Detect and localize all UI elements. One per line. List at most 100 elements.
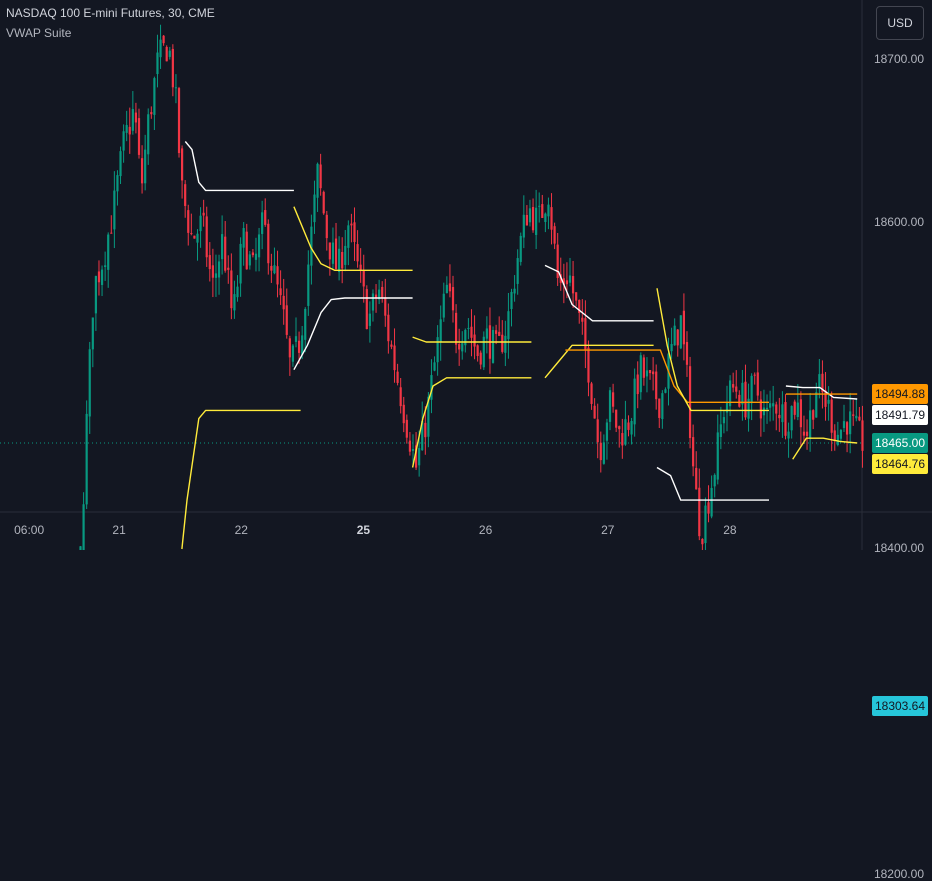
candle-body [304,308,307,340]
candle-body [110,232,113,234]
vwap-line-13 [565,349,769,403]
candle-body [818,374,821,389]
candle-body [664,389,667,393]
candle-body [137,118,141,155]
candle-body [732,384,735,388]
candle-body [498,331,501,336]
candle-body [562,278,565,285]
candle-body [538,205,541,207]
candle-body [199,215,202,232]
candle-body [568,275,572,283]
candle-body [433,362,436,371]
candle-body [652,371,655,375]
candle-body [775,404,778,414]
candle-body [461,343,464,352]
symbol-title[interactable]: NASDAQ 100 E-mini Futures, 30, CME [6,6,215,20]
candle-body [165,46,168,62]
candle-body [618,426,621,430]
candle-body [605,422,609,441]
candle-body [356,244,359,262]
candle-body [217,261,221,278]
candle-body [193,235,196,239]
candle-body [82,504,85,550]
candle-body [442,293,445,318]
candle-body [735,386,738,392]
candle-body [482,336,485,368]
candle-body [682,310,686,345]
candle-body [787,431,790,439]
candle-body [408,440,412,452]
candle-body [621,433,624,446]
candle-body [528,208,532,223]
candle-body [334,238,338,270]
candle-body [584,318,587,351]
candle-body [593,405,596,419]
candle-body [85,413,88,505]
candle-body [698,487,701,537]
candle-body [522,214,525,238]
candle-body [861,420,864,451]
candle-body [624,419,627,445]
candle-body [430,375,433,400]
candle-body [399,387,402,407]
candle-body [279,288,282,296]
candle-body [427,396,430,437]
candle-body [214,273,218,278]
candle-body [544,213,547,223]
indicator-label[interactable]: VWAP Suite [6,26,72,40]
candle-body [341,251,344,269]
candle-body [611,392,615,407]
candle-body [602,442,605,464]
candle-body [454,312,458,345]
price-chart[interactable] [0,0,932,550]
candle-body [784,402,787,436]
candle-body [91,317,94,350]
candle-body [833,430,836,441]
candle-body [809,410,812,438]
candle-body [248,254,251,266]
candle-body [316,163,319,198]
candle-body [485,328,488,339]
candle-body [313,194,316,223]
candle-body [251,252,255,256]
price-badge: 18494.88 [872,384,928,405]
candle-body [504,335,507,353]
candle-body [208,255,211,270]
candle-body [630,420,633,435]
candle-body [639,355,642,393]
candle-body [378,289,381,300]
candle-body [418,448,421,466]
candle-body [282,295,285,310]
candle-body [495,330,498,334]
candle-body [184,184,187,206]
candle-body [812,410,815,420]
candle-body [704,505,707,544]
x-tick-label: 06:00 [14,523,45,537]
candle-body [276,266,279,285]
candle-body [550,207,553,230]
currency-button[interactable]: USD [876,6,924,40]
candle-body [107,234,110,270]
candle-body [627,422,630,430]
candle-body [565,280,569,285]
candle-body [393,345,396,371]
candle-body [547,204,550,217]
candle-body [845,422,849,435]
candle-body [590,383,593,404]
candle-body [88,349,91,417]
candle-body [858,416,861,421]
candle-body [599,442,602,461]
candle-body [331,242,335,264]
candle-body [396,371,399,383]
candle-body [473,334,476,347]
candle-body [328,242,331,260]
candle-body [122,131,125,151]
price-badge: 18303.64 [872,696,928,717]
candle-body [756,372,759,396]
candle-body [362,270,365,287]
candle-body [325,214,328,239]
candle-body [381,286,384,298]
candle-body [439,319,442,342]
candle-body [759,399,762,419]
vwap-line-6 [184,141,294,192]
